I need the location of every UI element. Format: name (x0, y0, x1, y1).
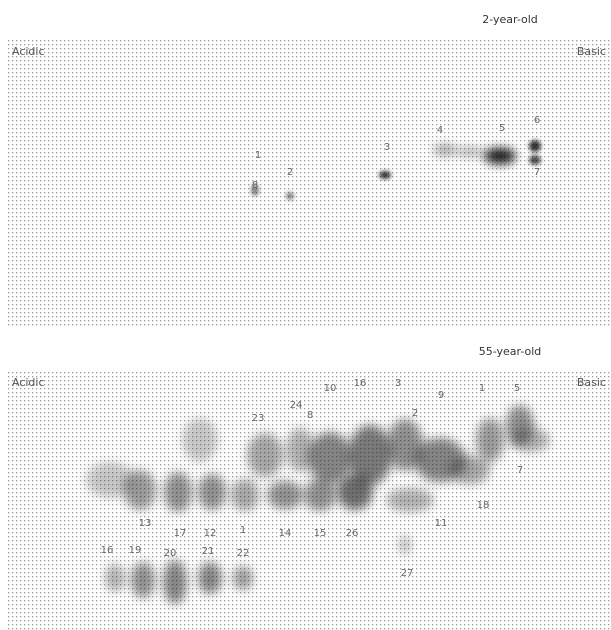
protein-spot (379, 171, 391, 179)
spot-label: 1 (240, 525, 246, 536)
protein-spot (386, 488, 434, 512)
spot-label: 11 (435, 518, 448, 529)
panel-title: 2-year-old (482, 13, 538, 26)
spot-label: 27 (401, 568, 414, 579)
protein-spot (433, 144, 457, 156)
spot-label: 20 (164, 548, 177, 559)
protein-spot (131, 562, 155, 598)
spot-label: 17 (174, 528, 187, 539)
spot-label: 3 (384, 142, 390, 153)
basic-label: Basic (577, 45, 606, 58)
spot-label: 4 (437, 125, 443, 136)
spot-label: 3 (395, 378, 401, 389)
figure: 2-year-old Acidic Basic 55-year-old Acidic Ba… (0, 0, 611, 630)
protein-spot (247, 433, 283, 477)
panel-title: 55-year-old (479, 345, 542, 358)
spot-label: 5 (499, 123, 505, 134)
basic-label: Basic (577, 376, 606, 389)
acidic-label: Acidic (12, 45, 45, 58)
spot-label: 8 (252, 180, 258, 191)
protein-spot (182, 418, 218, 462)
spot-label: 9 (438, 390, 444, 401)
spot-label: 23 (252, 413, 265, 424)
protein-spot (529, 155, 541, 165)
spot-label: 14 (279, 528, 292, 539)
spot-label: 7 (517, 465, 523, 476)
protein-spot (286, 192, 294, 200)
spot-label: 22 (237, 548, 250, 559)
spot-label: 21 (202, 546, 215, 557)
acidic-label: Acidic (12, 376, 45, 389)
spot-label: 2 (412, 408, 418, 419)
protein-spot (529, 140, 541, 152)
protein-spot (399, 535, 411, 555)
protein-spot (231, 479, 259, 511)
protein-spot (484, 148, 516, 164)
spot-label: 7 (534, 167, 540, 178)
spot-label: 1 (479, 383, 485, 394)
spot-label: 13 (139, 518, 152, 529)
protein-spot (456, 147, 484, 157)
spot-label: 12 (204, 528, 217, 539)
protein-spot (198, 474, 226, 510)
spot-label: 10 (324, 383, 337, 394)
gel-panel (8, 40, 611, 328)
spot-label: 5 (514, 383, 520, 394)
spot-label: 16 (354, 378, 367, 389)
spot-label: 24 (290, 400, 303, 411)
spot-label: 15 (314, 528, 327, 539)
protein-spot (348, 425, 392, 485)
protein-spot (163, 560, 187, 604)
protein-spot (476, 418, 504, 462)
protein-spot (164, 472, 192, 512)
protein-spot (510, 428, 550, 452)
spot-label: 26 (346, 528, 359, 539)
protein-spot (105, 564, 125, 592)
spot-label: 2 (287, 167, 293, 178)
spot-label: 1 (255, 150, 261, 161)
protein-spot (308, 432, 352, 484)
protein-spot (198, 562, 222, 594)
spot-label: 6 (534, 115, 540, 126)
spot-label: 19 (129, 545, 142, 556)
protein-spot (267, 481, 303, 509)
spot-label: 18 (477, 500, 490, 511)
protein-spot (450, 456, 490, 484)
protein-spot (233, 566, 253, 590)
spot-label: 16 (101, 545, 114, 556)
spot-label: 8 (307, 410, 313, 421)
protein-spot (86, 462, 134, 498)
